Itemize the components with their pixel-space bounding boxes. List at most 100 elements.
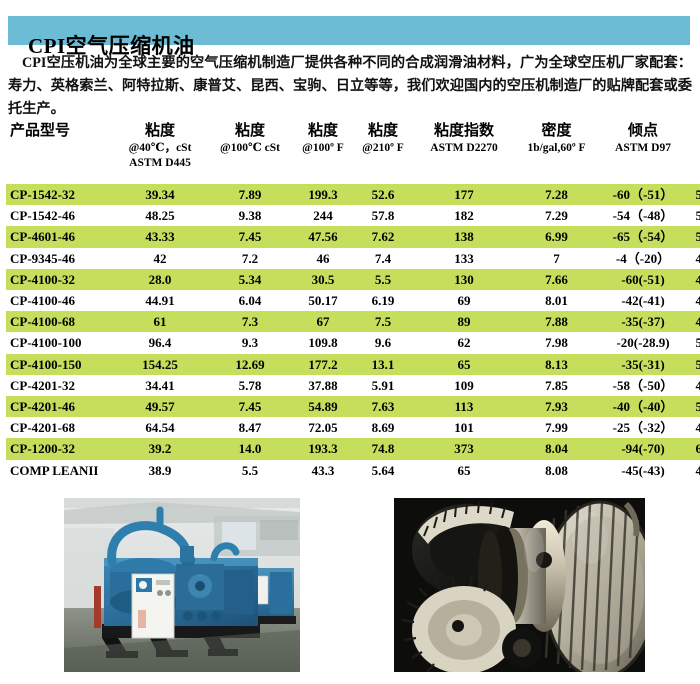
cell-value: 43.3: [311, 462, 335, 478]
column-header-sub: @210º F: [362, 142, 404, 154]
table-row: CP-4100-100 96.4 9.3 109.8 9.6 62 7.98 -20(-28.…: [6, 332, 700, 353]
cell-value: 42: [153, 250, 167, 266]
column-header-viscosity-100c: 粘度 @100℃ cSt: [206, 122, 294, 184]
cell-value: -42(-41): [621, 293, 665, 309]
column-header-main: 产品型号: [10, 123, 71, 139]
cell-value: 64.54: [145, 420, 175, 436]
page-title-bar: CPI空气压缩机油: [8, 16, 690, 58]
cell-value: 96.4: [148, 335, 172, 351]
cell-product-model: CP-4100-32: [10, 271, 75, 287]
column-header-main: 粘度指数: [433, 123, 494, 139]
cell-value: 444（229）: [695, 462, 700, 478]
cell-value: -58（-50）: [612, 377, 674, 393]
cell-product-model: CP-4601-46: [10, 229, 75, 245]
table-row: CP-4201-46 49.57 7.45 54.89 7.63 113 7.93 -40（-…: [6, 396, 700, 418]
column-header-main: 倾点: [627, 123, 658, 139]
column-header-main: 密度: [541, 123, 572, 139]
cell-value: 7.3: [241, 314, 259, 330]
cell-product-model: COMP LEANII: [10, 462, 99, 478]
cell-value: 470（243）: [695, 293, 700, 309]
gears-illustration: [394, 498, 645, 672]
cell-value: 28.0: [148, 271, 172, 287]
cell-value: 30.5: [311, 271, 335, 287]
gears-photo: [394, 498, 645, 672]
cell-value: 7.93: [545, 399, 568, 415]
cell-value: 72.05: [308, 420, 338, 436]
table-row: CP-4100-68 61 7.3 67 7.5 89 7.88 -35(-37) 480（24…: [6, 311, 700, 333]
cell-value: 445（229）: [695, 377, 700, 393]
cell-value: 9.3: [241, 335, 259, 351]
column-header-density: 密度 1b/gal,60º F: [514, 122, 599, 184]
cell-value: 182: [454, 208, 474, 224]
cell-value: 50.17: [308, 293, 338, 309]
table-row: CP-1542-32 39.34 7.89 199.3 52.6 177 7.28 -60（-…: [6, 184, 700, 206]
column-header-sub: ASTM D2270: [430, 142, 498, 154]
cell-value: 7.66: [545, 271, 568, 287]
column-header-main: 粘度: [234, 123, 265, 139]
cell-value: 177: [454, 187, 474, 202]
cell-value: -60（-51）: [612, 187, 674, 202]
cell-value: 65: [457, 356, 471, 372]
cell-value: 54.89: [308, 399, 338, 415]
cell-value: 89: [457, 314, 471, 330]
cell-product-model: CP-4100-150: [10, 356, 82, 372]
cell-product-model: CP-1542-32: [10, 187, 75, 202]
table-header: 产品型号 粘度 @40℃，cSt ASTM D445 粘度 @100℃ cSt …: [6, 122, 700, 184]
cell-value: 605（318）: [695, 441, 700, 457]
cell-value: -20(-28.9): [616, 335, 670, 351]
cell-value: 5.5: [374, 271, 392, 287]
table-row: CP-4100-150 154.25 12.69 177.2 13.1 65 8.13 -35…: [6, 353, 700, 375]
cell-value: -54（-48）: [612, 208, 674, 224]
cell-value: 515（268）: [695, 335, 700, 351]
table-row: COMP LEANII 38.9 5.5 43.3 5.64 65 8.08 -45(-43)…: [6, 460, 700, 481]
cell-value: 109: [454, 377, 474, 393]
cell-value: 373: [454, 441, 474, 457]
air-compressor-photo: [64, 498, 300, 672]
column-header-main: 粘度: [144, 123, 175, 139]
cell-value: -40（-40）: [612, 399, 674, 415]
cell-value: 39.34: [145, 187, 175, 202]
column-header-main: 粘度: [367, 123, 398, 139]
table-row: CP-4100-32 28.0 5.34 30.5 5.5 130 7.66 -60(-51)…: [6, 268, 700, 291]
cell-value: 101: [454, 420, 474, 436]
table-row: CP-1542-46 48.25 9.38 244 57.8 182 7.29 -54（-48…: [6, 205, 700, 226]
column-header-flash-point: 闪点 C.O.C.: [687, 122, 700, 184]
column-header-viscosity-210f: 粘度 @210º F: [352, 122, 414, 184]
cell-value: -35(-37): [621, 314, 665, 330]
column-header-main: 闪点: [689, 122, 700, 141]
cell-value: 7.89: [238, 187, 262, 202]
cell-value: 109.8: [308, 335, 338, 351]
cell-value: 133: [454, 250, 474, 266]
cell-value: 39.2: [148, 441, 172, 457]
cell-value: 69: [457, 293, 471, 309]
cell-value: 7.98: [545, 335, 568, 351]
cell-value: 7.99: [545, 420, 568, 436]
table-row: CP-9345-46 42 7.2 46 7.4 133 7 -4（-20） 475（246）: [6, 248, 700, 269]
cell-value: 199.3: [308, 187, 338, 202]
cell-value: 6.99: [545, 229, 568, 245]
cell-product-model: CP-1542-46: [10, 208, 75, 224]
column-header-sub: C.O.C.: [689, 141, 700, 156]
cell-value: 44.91: [145, 293, 175, 309]
column-header-viscosity-40c: 粘度 @40℃，cSt ASTM D445: [114, 122, 206, 184]
cell-product-model: CP-1200-32: [10, 441, 75, 457]
column-header-sub: @100º F: [302, 142, 344, 154]
cell-value: 7.85: [545, 377, 568, 393]
cell-value: 9.38: [238, 208, 262, 224]
cell-value: 7.63: [371, 399, 395, 415]
cell-value: 495（257）: [695, 420, 700, 436]
cell-value: 480（249）: [695, 271, 700, 287]
cell-value: 7.5: [374, 314, 392, 330]
cell-value: -35(-31): [621, 356, 665, 372]
cell-product-model: CP-4201-32: [10, 377, 75, 393]
specifications-table: 产品型号 粘度 @40℃，cSt ASTM D445 粘度 @100℃ cSt …: [6, 122, 700, 481]
cell-value: 8.47: [238, 420, 262, 436]
table-row: CP-4100-46 44.91 6.04 50.17 6.19 69 8.01 -42(-4…: [6, 290, 700, 311]
cell-value: 475（246）: [695, 250, 700, 266]
cell-value: 7: [553, 250, 560, 266]
cell-value: 154.25: [142, 356, 178, 372]
cell-value: 48.25: [145, 208, 175, 224]
cell-value: -45(-43): [621, 462, 665, 478]
cell-value: 7.2: [241, 250, 259, 266]
cell-value: 7.4: [374, 250, 392, 266]
